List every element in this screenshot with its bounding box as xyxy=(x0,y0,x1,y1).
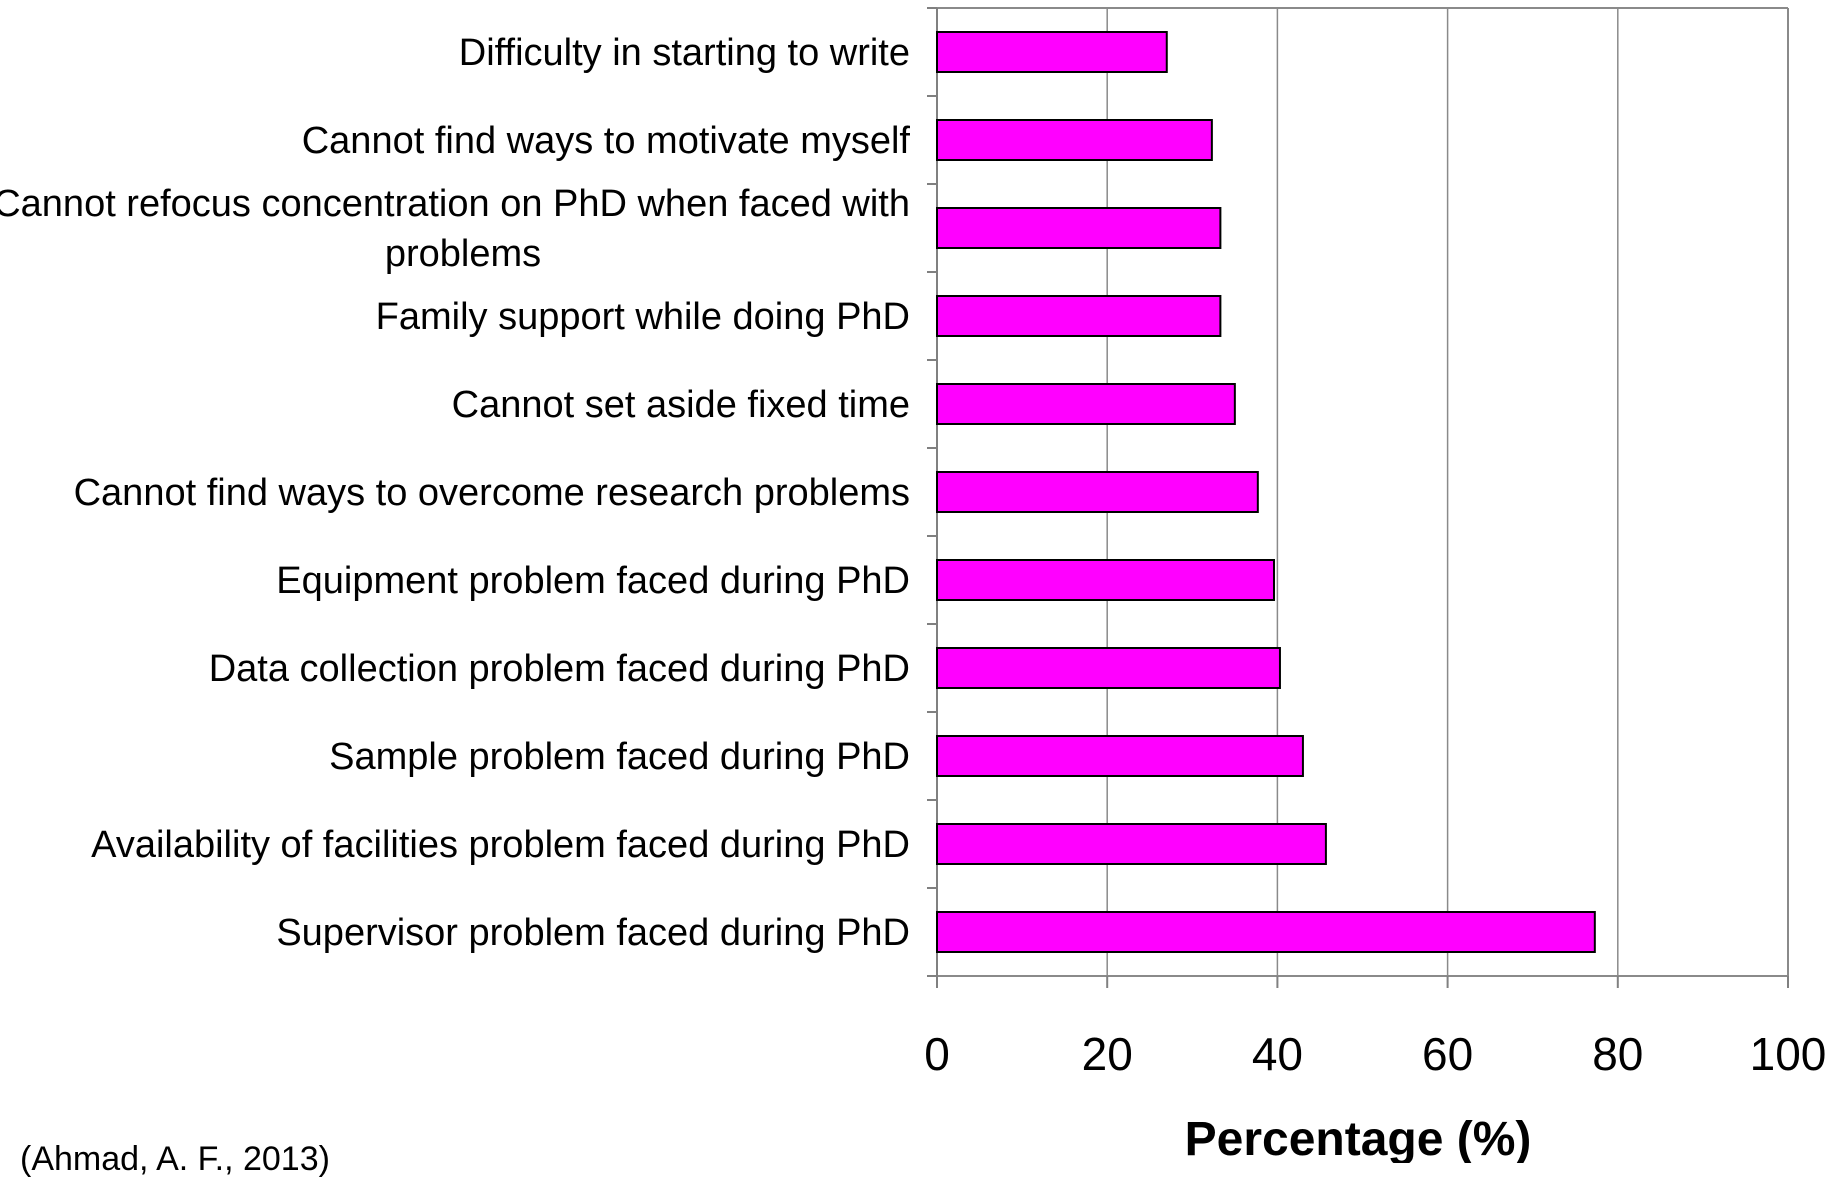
axis-ticks xyxy=(927,7,1789,988)
source-note: (Ahmad, A. F., 2013) xyxy=(20,1140,330,1178)
bar-5 xyxy=(936,383,1236,425)
x-tick-label-80: 80 xyxy=(1592,1028,1643,1080)
category-label-3: Cannot refocus concentration on PhD when… xyxy=(0,183,910,275)
category-label-5: Cannot set aside fixed time xyxy=(452,384,910,426)
category-label-4: Family support while doing PhD xyxy=(376,296,910,338)
x-tick-label-60: 60 xyxy=(1422,1028,1473,1080)
category-label-11: Supervisor problem faced during PhD xyxy=(276,912,910,954)
bar-2 xyxy=(936,119,1213,161)
x-tick-label-40: 40 xyxy=(1252,1028,1303,1080)
category-label-9: Sample problem faced during PhD xyxy=(329,736,910,778)
x-tick-label-20: 20 xyxy=(1082,1028,1133,1080)
bar-8 xyxy=(936,647,1281,689)
bar-6 xyxy=(936,471,1259,513)
bar-9 xyxy=(936,735,1304,777)
bars xyxy=(936,31,1596,953)
bar-7 xyxy=(936,559,1275,601)
x-tick-labels: 0 20 40 60 80 100 xyxy=(924,1028,1826,1080)
category-label-8: Data collection problem faced during PhD xyxy=(209,648,910,690)
category-label-6: Cannot find ways to overcome research pr… xyxy=(74,472,910,514)
category-label-7: Equipment problem faced during PhD xyxy=(276,560,910,602)
category-label-1: Difficulty in starting to write xyxy=(459,32,910,74)
x-axis-title: Percentage (%) xyxy=(1185,1113,1532,1163)
category-label-2: Cannot find ways to motivate myself xyxy=(302,120,911,162)
bar-10 xyxy=(936,823,1327,865)
x-tick-label-0: 0 xyxy=(924,1028,950,1080)
bar-4 xyxy=(936,295,1222,337)
category-label-10: Availability of facilities problem faced… xyxy=(91,824,910,866)
bar-1 xyxy=(936,31,1168,73)
category-labels: Difficulty in starting to write Cannot fi… xyxy=(0,32,910,954)
bar-3 xyxy=(936,207,1222,249)
x-tick-label-100: 100 xyxy=(1750,1028,1827,1080)
bar-11 xyxy=(936,911,1596,953)
